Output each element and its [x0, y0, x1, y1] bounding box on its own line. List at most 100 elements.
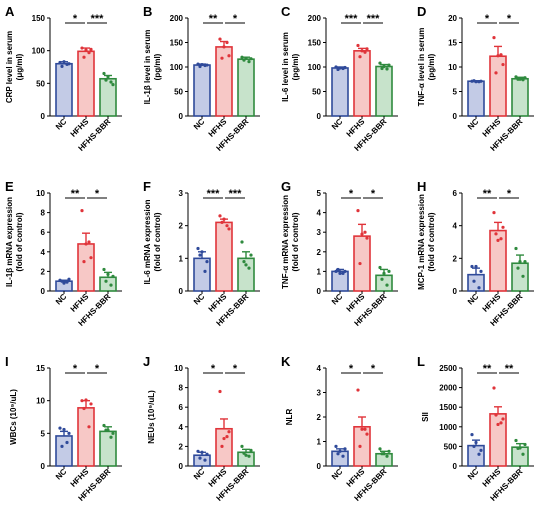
- bar-nc: [467, 273, 485, 292]
- data-point: [80, 209, 84, 213]
- y-tick-label: 0: [41, 462, 46, 471]
- data-point: [102, 423, 106, 428]
- y-axis-label-line: IL-1β level in serum: [143, 30, 152, 105]
- data-point: [378, 265, 382, 270]
- bar-hfhs: [353, 50, 371, 117]
- y-tick-label: 2000: [439, 384, 457, 393]
- data-point: [338, 66, 342, 70]
- data-point: [501, 62, 505, 67]
- y-tick-label: 0: [179, 462, 184, 471]
- y-tick-label: 100: [308, 63, 322, 72]
- data-point: [60, 444, 64, 448]
- data-point: [82, 406, 86, 411]
- significance-label: ***: [207, 188, 221, 200]
- data-point: [84, 48, 88, 52]
- y-axis-label-line: IL-1β mRNA expression: [5, 197, 14, 287]
- bar-nc: [467, 444, 485, 467]
- data-point: [89, 256, 93, 260]
- data-point: [358, 261, 362, 266]
- x-tick-label: NC: [192, 292, 207, 307]
- y-tick-label: 3: [317, 389, 322, 398]
- y-tick-label: 150: [32, 14, 46, 23]
- data-point: [521, 274, 525, 278]
- y-axis-label-line: (pg/ml): [427, 53, 436, 80]
- data-point: [341, 454, 345, 458]
- data-point: [341, 271, 345, 275]
- data-point: [196, 246, 200, 251]
- bar-hfhs-bbr: [237, 58, 255, 117]
- data-point: [218, 37, 222, 41]
- bar-hfhs-bbr: [237, 257, 255, 292]
- panel-label: H: [417, 179, 426, 194]
- y-tick-label: 100: [32, 47, 46, 56]
- data-point: [109, 435, 113, 439]
- y-axis-label-line: (fold of control): [291, 212, 300, 271]
- data-point: [492, 36, 496, 40]
- y-tick-label: 0: [41, 112, 46, 121]
- significance-label: *: [507, 188, 512, 200]
- data-point: [198, 253, 202, 257]
- data-point: [363, 230, 367, 234]
- y-tick-label: 2: [453, 254, 458, 263]
- data-point: [87, 51, 91, 55]
- bar-nc: [193, 64, 211, 117]
- x-tick-label: NC: [330, 292, 345, 307]
- data-point: [499, 53, 503, 57]
- data-point: [382, 271, 386, 275]
- data-point: [82, 260, 86, 264]
- data-point: [102, 267, 106, 272]
- data-point: [225, 224, 229, 228]
- y-axis-label: TNF-α mRNA expression(fold of control): [281, 195, 300, 289]
- data-point: [496, 54, 500, 58]
- bar-hfhs: [489, 413, 507, 467]
- y-tick-label: 4: [179, 423, 184, 432]
- data-point: [67, 431, 71, 435]
- data-point: [494, 71, 498, 75]
- significance-label: *: [95, 188, 100, 200]
- y-tick-label: 8: [179, 384, 184, 393]
- data-point: [479, 448, 483, 452]
- y-tick-label: 5: [453, 88, 458, 97]
- data-point: [198, 64, 202, 69]
- bar-nc: [467, 80, 485, 117]
- data-point: [387, 63, 391, 67]
- y-axis-label: TNF-α level in serum(pg/ml): [417, 28, 436, 107]
- y-tick-label: 0: [41, 287, 46, 296]
- data-point: [244, 453, 248, 457]
- data-point: [89, 47, 93, 51]
- panel-f: F IL-6 mRNA expression(fold of control) 0 1…: [143, 179, 260, 328]
- data-point: [387, 269, 391, 273]
- data-point: [247, 60, 251, 64]
- y-tick-label: 0: [317, 287, 322, 296]
- significance-label: ***: [345, 13, 359, 25]
- data-point: [109, 80, 113, 84]
- bar-nc: [331, 450, 349, 467]
- y-tick-label: 8: [41, 209, 46, 218]
- bar-hfhs-bbr: [511, 446, 529, 467]
- bar-hfhs-bbr: [375, 452, 393, 467]
- bar-hfhs: [77, 50, 95, 117]
- data-point: [106, 428, 110, 432]
- y-axis-label: WBCs (10⁹/uL): [9, 389, 18, 445]
- data-point: [198, 456, 202, 460]
- y-tick-label: 500: [444, 442, 458, 451]
- y-tick-label: 0: [317, 462, 322, 471]
- panel-e: E IL-1β mRNA expression(fold of control) 0…: [5, 179, 122, 328]
- data-point: [218, 214, 222, 218]
- data-point: [496, 422, 500, 427]
- data-point: [334, 444, 338, 448]
- data-point: [499, 421, 503, 425]
- y-tick-label: 2: [41, 267, 46, 276]
- data-point: [65, 440, 69, 445]
- bar-nc: [55, 62, 73, 117]
- significance-label: *: [349, 363, 354, 375]
- y-axis-label: MCP-1 mRNA expression(fold of control): [417, 194, 436, 290]
- data-point: [365, 432, 369, 436]
- y-tick-label: 1500: [439, 403, 457, 412]
- data-point: [472, 279, 476, 283]
- data-point: [363, 427, 367, 431]
- y-tick-label: 1: [317, 438, 322, 447]
- data-point: [225, 40, 229, 45]
